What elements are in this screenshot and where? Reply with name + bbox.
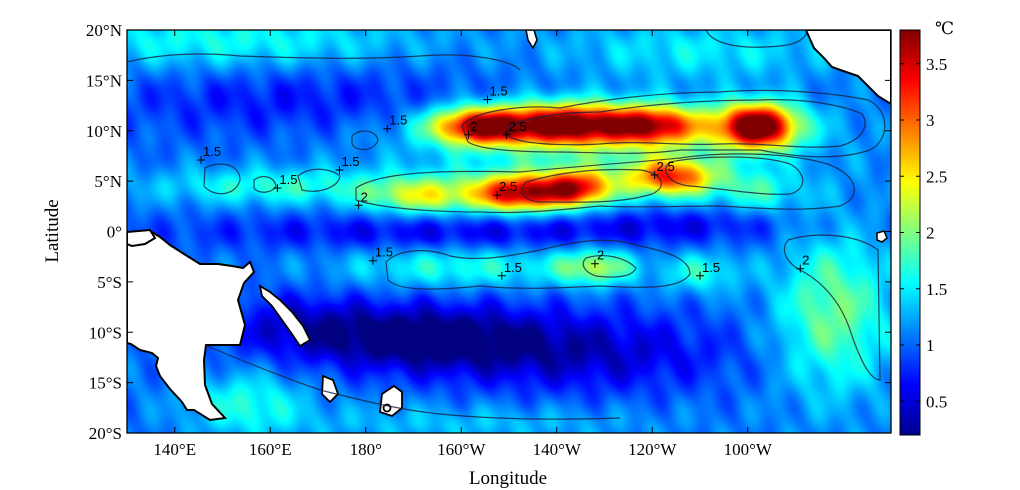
contour-label-marker: [197, 155, 206, 164]
y-tick-label: 5°N: [94, 172, 122, 191]
x-axis: 140°E 160°E 180° 160°W 140°W 120°W 100°W: [153, 30, 773, 459]
contour-label-marker: [335, 166, 344, 175]
land-central-america: [804, 30, 891, 106]
contour-label: 1.5: [375, 245, 393, 260]
contour-labels: 1.5 1.5 1.5 1.5 1.5 2 2.5 2 2.5 2.5 1.5 1.5 2 1.5 2: [197, 83, 810, 280]
colorbar-tick-label: 3: [926, 111, 935, 130]
contour-label: 2: [597, 248, 604, 263]
contour-label: 2: [470, 119, 477, 134]
contour-label-marker: [383, 124, 392, 133]
contour-label-marker: [464, 130, 473, 139]
contour-label: 1.5: [490, 83, 508, 98]
contour-label: 1.5: [279, 172, 297, 187]
x-tick-label: 160°W: [437, 440, 486, 459]
land-hawaii: [525, 30, 538, 50]
x-tick-label: 140°E: [153, 440, 196, 459]
contour-label: 2: [361, 189, 368, 204]
contour-left-3: [297, 168, 341, 192]
y-axis: 20°N 15°N 10°N 5°N 0° 5°S 10°S 15°S 20°S: [86, 21, 891, 443]
land-galapagos: [876, 230, 888, 243]
contour-label-marker: [368, 256, 377, 265]
colorbar-tick-label: 2.5: [926, 167, 947, 186]
y-tick-label: 10°S: [89, 323, 122, 342]
y-tick-label: 10°N: [86, 122, 122, 141]
colorbar: 0.5 1 1.5 2 2.5 3 3.5 ℃: [899, 19, 954, 436]
contour-label-marker: [696, 271, 704, 280]
contour-label: 1.5: [389, 113, 407, 128]
contour-label-marker: [650, 171, 659, 180]
colorbar-tick-label: 1: [926, 336, 935, 355]
x-tick-label: 100°W: [724, 440, 773, 459]
contour-label: 1.5: [702, 260, 720, 275]
contour-label: 2.5: [509, 119, 527, 134]
contour-south-band: [355, 153, 855, 214]
contour-label: 2.5: [499, 179, 517, 194]
colorbar-unit: ℃: [935, 19, 954, 38]
contour-lines: [127, 30, 886, 420]
y-tick-label: 0°: [107, 223, 122, 242]
land-solomon-islands: [258, 284, 312, 348]
colorbar-tick-label: 1.5: [926, 280, 947, 299]
y-tick-label: 15°S: [89, 374, 122, 393]
contour-label-marker: [483, 95, 492, 104]
contour-southwest: [204, 344, 621, 420]
contour-south-inner: [521, 168, 662, 203]
x-tick-label: 180°: [350, 440, 382, 459]
x-tick-label: 120°W: [628, 440, 677, 459]
contour-eq-south: [385, 239, 691, 290]
contour-northeast-edge: [705, 30, 807, 48]
y-tick-label: 15°N: [86, 71, 122, 90]
x-axis-title: Longitude: [469, 468, 547, 489]
contour-label-marker: [590, 259, 599, 268]
colorbar-ticks: 0.5 1 1.5 2 2.5 3 3.5: [900, 55, 947, 411]
colorbar-tick-label: 2: [926, 224, 935, 243]
contour-north-band: [461, 89, 886, 158]
contour-eq-south-inner: [582, 255, 637, 278]
land-indonesia-top: [127, 228, 157, 248]
contour-label-marker: [502, 130, 511, 139]
contour-label-marker: [796, 264, 805, 273]
contour-label-marker: [354, 201, 363, 210]
contour-north-inner: [507, 99, 866, 148]
y-tick-label: 20°S: [89, 424, 122, 443]
contour-label: 2.5: [657, 159, 675, 174]
contour-label: 1.5: [203, 144, 221, 159]
contour-label: 1.5: [341, 154, 359, 169]
contour-left-1: [203, 163, 241, 195]
colorbar-tick-label: 3.5: [926, 55, 947, 74]
x-tick-label: 140°W: [533, 440, 582, 459]
contour-southeast: [783, 234, 881, 381]
y-axis-title: Latitude: [42, 199, 63, 262]
contour-label-marker: [497, 271, 506, 280]
contour-label-marker: [273, 184, 282, 193]
contour-label-marker: [493, 191, 502, 200]
contour-northwest: [127, 53, 521, 71]
contour-left-2: [351, 130, 379, 151]
contour-left-4: [253, 176, 277, 193]
land-layer: [127, 30, 891, 422]
colorbar-tick-label: 0.5: [926, 392, 947, 411]
contour-label: 2: [802, 253, 809, 268]
y-tick-label: 20°N: [86, 21, 122, 40]
y-tick-label: 5°S: [97, 273, 122, 292]
contour-east-blob: [665, 156, 804, 195]
contour-label: 1.5: [504, 260, 522, 275]
x-tick-label: 160°E: [249, 440, 292, 459]
